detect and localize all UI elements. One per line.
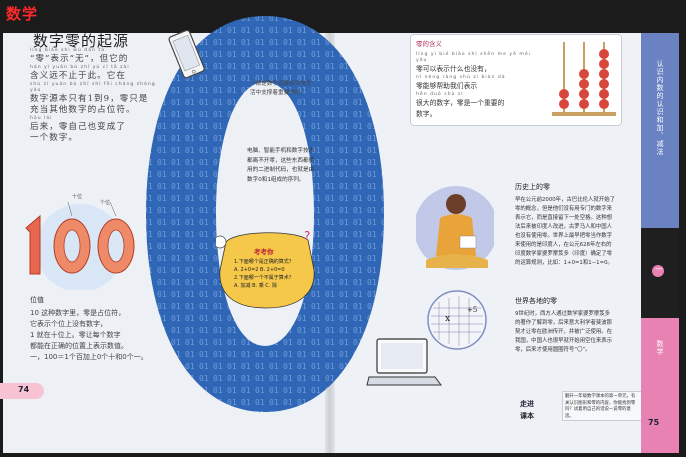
subject-tab-text: 数学 xyxy=(656,340,664,356)
page-number-right: 75 xyxy=(648,418,660,427)
history-text: 早在公元前2000年，古巴比伦人就开始了零的概念，但是他们没有用专门的数字来表示… xyxy=(515,197,615,266)
quiz-line: 1.下面哪个是正确的算式？ xyxy=(234,259,294,265)
pinyin-line: líng yì bié biǎo shì shēn me yě méi yǒu xyxy=(416,52,531,63)
pinyin-line: shù zì yuán bù zhǐ shì fēi cháng zhòng y… xyxy=(30,82,156,93)
quiz-line: A. 2+0=2 B. 2+0=0 xyxy=(234,267,285,273)
hundred-balloon-illustration xyxy=(25,201,135,290)
text-line: 很大的数字，零是一个重要的 xyxy=(416,99,505,107)
textbook-note: 翻开一年级数学课本的第一单元，有关认识图形和零的内容，你能找到零吗？试着用自己的… xyxy=(562,391,642,421)
text-line: 1 就在十位上。零让每个数字 xyxy=(30,331,121,339)
place-value-text: 10 这种数字里，零是占位符， 它表示个位上没有数字， 1 就在十位上。零让每个… xyxy=(30,308,180,363)
smartphone-icon xyxy=(168,29,205,79)
technology-caption: 电脑、智能手机和数字技术都离不开零，这些东西都使用的二进制代码，也就是由数字0和… xyxy=(247,148,315,183)
svg-text:x: x xyxy=(445,314,450,324)
text-line: 零可以表示什么也没有， xyxy=(416,65,491,73)
big-zero-illustration: 01 xyxy=(146,16,384,412)
abacus-icon xyxy=(552,42,616,116)
text-line: “零”表示“无”，但它的 xyxy=(30,54,129,64)
mathematician-illustration xyxy=(416,186,494,270)
laptop-icon xyxy=(366,338,442,386)
meaning-text: líng yì bié biǎo shì shēn me yě méi yǒu … xyxy=(416,52,536,120)
tens-label: 十位 xyxy=(72,194,83,200)
text-line: 数字源本只有1到9，零只是 xyxy=(30,94,149,104)
quiz-line: 2.下面哪一个不属于算术？ xyxy=(234,275,294,281)
pinyin-line: hán yì yuǎn bù zhǐ yú cǐ tā zài xyxy=(30,65,130,70)
app-title: 数学 xyxy=(6,5,39,23)
textbook-tag-title: 走进 课本 xyxy=(520,398,534,422)
svg-text:?: ? xyxy=(304,230,310,243)
text-line: 零能够帮助我们表示 xyxy=(416,82,478,90)
world-text: 9世纪时，西方人通过数学家婆罗摩笈多的著作了解到零，后来意大利学者斐波那契才让零… xyxy=(515,311,613,353)
meaning-heading: 零的含义 xyxy=(416,40,442,48)
chapter-tab xyxy=(641,33,679,228)
svg-text:+5: +5 xyxy=(467,306,477,314)
quiz-line: A. 加减 B. 乘 C. 除 xyxy=(234,283,277,289)
place-value-heading: 位值 xyxy=(30,296,44,304)
text-line: 充当其他数字的占位符。 xyxy=(30,105,136,115)
text-line: 含义远不止于此。它在 xyxy=(30,71,126,81)
pinyin-line: nǐ néng ràng shù zì biàn dà xyxy=(416,75,506,80)
app-header: 数学 xyxy=(0,0,686,30)
history-heading: 历史上的零 xyxy=(515,183,550,191)
chapter-number-badge: 一 xyxy=(652,265,664,277)
page-number-left-text: 74 xyxy=(18,385,30,394)
quiz-title: 考考你 xyxy=(254,248,274,256)
quiz-badge: ? xyxy=(216,230,315,309)
textbook-tag-line: 走进 xyxy=(520,400,534,408)
subject-tab xyxy=(641,318,679,453)
pinyin-line: líng biǎo shì wú dàn tā xyxy=(30,48,106,53)
phone-caption: 一部是数字运算和日常生活中支撑着重要作用。 xyxy=(250,81,312,96)
chalkboard-illustration: x +5 xyxy=(427,290,487,350)
text-line: 一个数字。 xyxy=(30,133,78,143)
page-title: 数字零的起源 xyxy=(33,32,130,50)
text-line: 数字。 xyxy=(416,110,437,118)
world-heading: 世界各地的零 xyxy=(515,297,557,305)
chapter-number: 一 xyxy=(655,265,663,274)
pinyin-line: hòu lái xyxy=(30,116,53,121)
text-line: 后来，零自己也变成了 xyxy=(30,122,126,132)
text-line: 10 这种数字里，零是占位符， xyxy=(30,309,126,317)
text-line: 一，100＝1个百加上0个十和0个一。 xyxy=(30,353,148,361)
intro-paragraph: líng biǎo shì wú dàn tā “零”表示“无”，但它的 hán… xyxy=(30,48,168,144)
text-line: 都能在正确的位置上表示数值。 xyxy=(30,342,128,350)
textbook-tag-line: 课本 xyxy=(520,412,534,420)
quiz-questions: 1.下面哪个是正确的算式？ A. 2+0=2 B. 2+0=0 2.下面哪一个不… xyxy=(234,258,300,290)
ones-label: 个位 xyxy=(100,200,111,206)
page-number-left: 74 xyxy=(0,383,44,399)
pinyin-line: hěn duō shù zì xyxy=(416,92,464,97)
chapter-tab-text: 认识内数的认识和加、减法 xyxy=(656,60,664,156)
text-line: 它表示个位上没有数字， xyxy=(30,320,107,328)
